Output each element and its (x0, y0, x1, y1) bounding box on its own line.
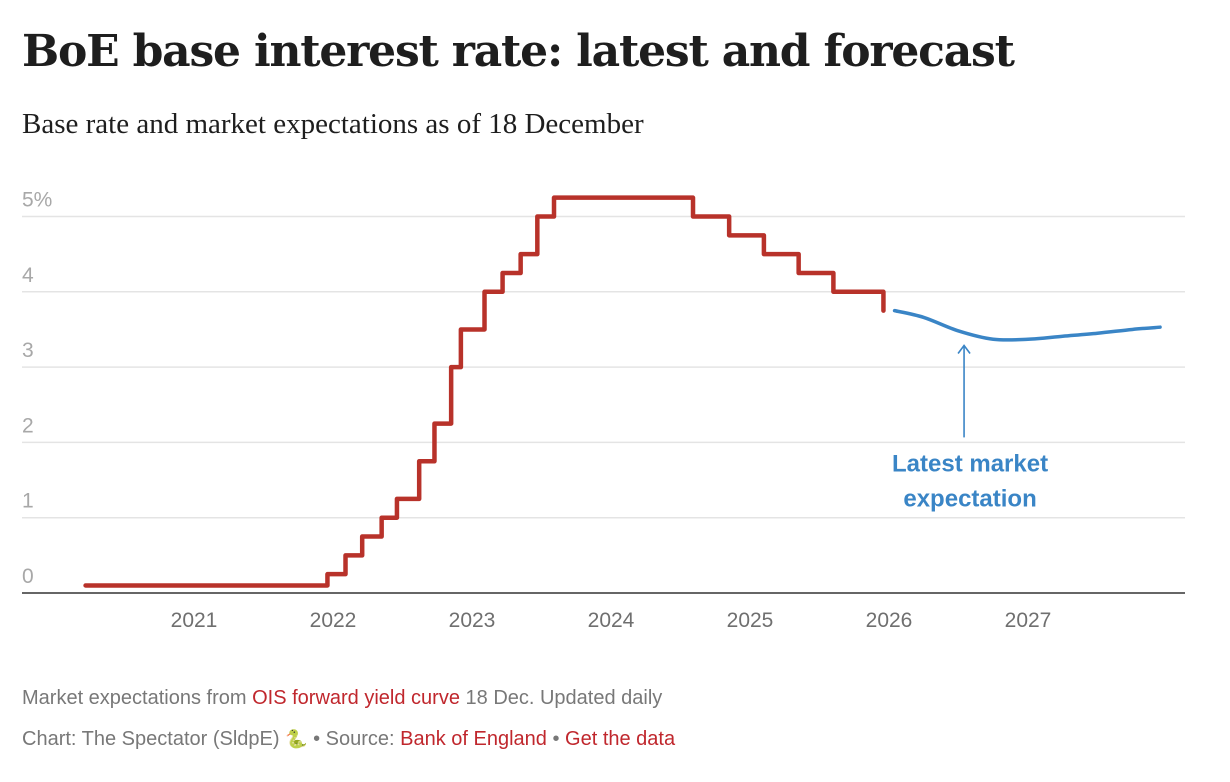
x-tick-label: 2024 (588, 609, 635, 632)
x-tick-label: 2021 (171, 609, 218, 632)
x-tick-label: 2022 (310, 609, 357, 632)
notes-text: 18 Dec. Updated daily (459, 687, 663, 709)
x-tick-label: 2026 (866, 609, 913, 632)
base-rate-line (83, 195, 886, 588)
annotation-label: Latest market (892, 450, 1048, 477)
snake-icon: 🐍 (285, 729, 308, 749)
chart-subtitle: Base rate and market expectations as of … (22, 108, 644, 140)
chart-title: BoE base interest rate: latest and forec… (22, 26, 1015, 77)
separator: • (307, 728, 326, 750)
chart-notes: Market expectations from OIS forward yie… (22, 678, 675, 760)
x-tick-label: 2027 (1005, 609, 1052, 632)
notes-line-2: Chart: The Spectator (SldpE) 🐍 • Source:… (22, 719, 675, 760)
ois-curve-link[interactable]: OIS forward yield curve (252, 687, 460, 709)
notes-line-1: Market expectations from OIS forward yie… (22, 678, 675, 719)
y-tick-label: 2 (22, 414, 34, 437)
market-expectation-line (892, 308, 1162, 342)
x-tick-label: 2023 (449, 609, 496, 632)
arrow-head-icon (957, 344, 971, 354)
annotation-label: expectation (903, 485, 1036, 512)
notes-text: Market expectations from (22, 687, 253, 709)
y-tick-label: 0 (22, 565, 34, 588)
y-tick-label: 1 (22, 490, 34, 513)
y-tick-label: 5% (22, 189, 52, 212)
get-the-data-link[interactable]: Get the data (565, 728, 676, 750)
y-tick-label: 3 (22, 339, 34, 362)
source-label: Source: (325, 728, 401, 750)
separator: • (546, 728, 566, 750)
credit-text: Chart: The Spectator (SldpE) (22, 728, 286, 750)
y-tick-label: 4 (22, 264, 34, 287)
bank-of-england-link[interactable]: Bank of England (400, 728, 547, 750)
x-tick-label: 2025 (727, 609, 774, 632)
